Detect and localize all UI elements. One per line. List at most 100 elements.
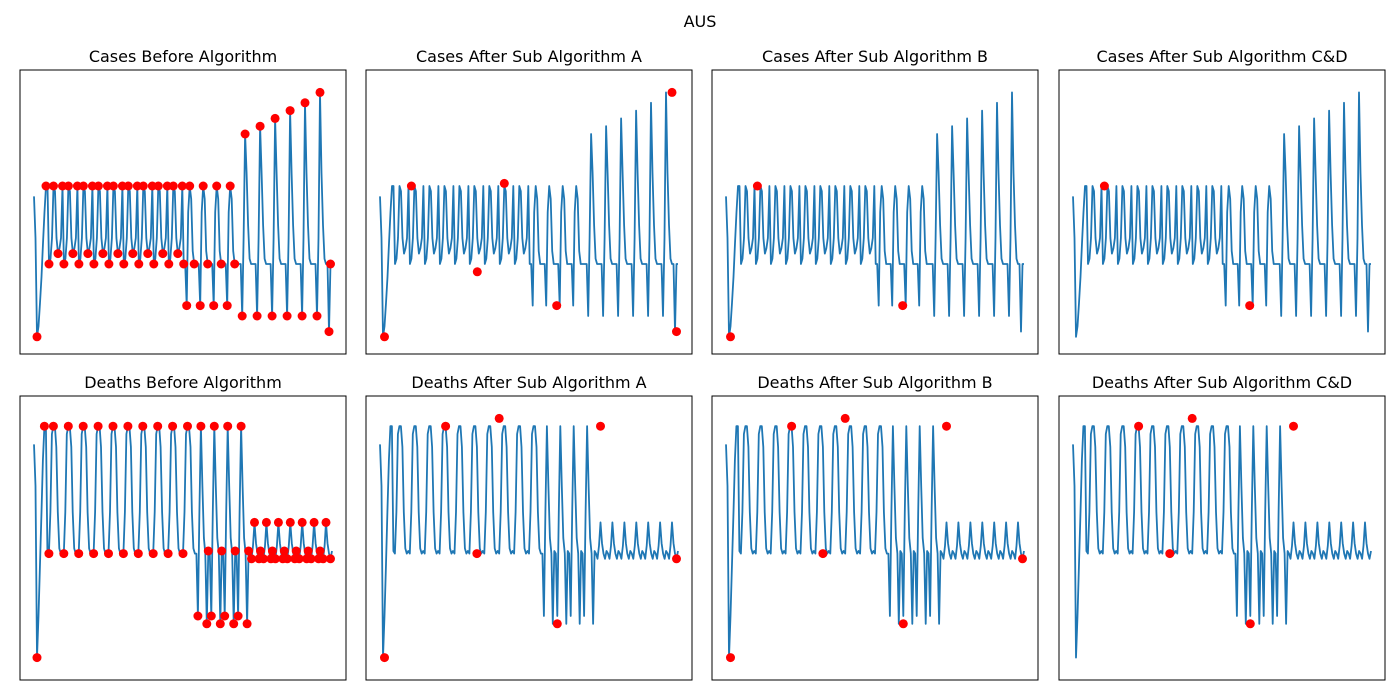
change-point-marker bbox=[230, 546, 240, 556]
change-point-marker bbox=[63, 421, 73, 431]
change-point-marker bbox=[206, 611, 216, 621]
change-point-marker bbox=[39, 421, 49, 431]
change-point-marker bbox=[32, 332, 42, 342]
change-point-marker bbox=[472, 549, 482, 559]
change-point-marker bbox=[294, 554, 304, 564]
series-line bbox=[379, 91, 678, 338]
change-point-marker bbox=[222, 301, 232, 311]
change-point-marker bbox=[59, 259, 69, 269]
subplot-title: Deaths After Sub Algorithm C&D bbox=[1092, 373, 1352, 392]
change-point-marker bbox=[148, 549, 158, 559]
change-point-marker bbox=[108, 421, 118, 431]
change-point-marker bbox=[44, 259, 54, 269]
change-point-marker bbox=[285, 517, 295, 527]
change-point-marker bbox=[441, 421, 451, 431]
change-point-marker bbox=[74, 549, 84, 559]
change-point-marker bbox=[93, 421, 103, 431]
change-point-marker bbox=[185, 181, 195, 191]
change-point-marker bbox=[309, 517, 319, 527]
change-point-marker bbox=[1289, 421, 1298, 431]
change-point-marker bbox=[259, 554, 268, 564]
change-point-marker bbox=[198, 181, 208, 191]
change-point-marker bbox=[267, 546, 277, 556]
change-point-marker bbox=[818, 549, 828, 559]
change-point-marker bbox=[74, 259, 84, 269]
change-point-marker bbox=[318, 554, 328, 564]
change-point-marker bbox=[68, 249, 78, 259]
change-point-marker bbox=[303, 546, 313, 556]
change-point-marker bbox=[108, 181, 118, 191]
change-point-marker bbox=[230, 259, 240, 269]
subplot-title: Deaths After Sub Algorithm A bbox=[411, 373, 646, 392]
change-point-marker bbox=[499, 178, 509, 188]
change-point-marker bbox=[1099, 181, 1109, 191]
change-point-marker bbox=[98, 249, 108, 259]
change-point-marker bbox=[282, 554, 292, 564]
change-point-marker bbox=[223, 421, 233, 431]
change-point-marker bbox=[326, 259, 335, 269]
change-point-marker bbox=[726, 332, 735, 342]
change-point-marker bbox=[1187, 413, 1197, 423]
subplot-deaths-before: Deaths Before Algorithm bbox=[19, 373, 347, 681]
change-point-marker bbox=[179, 259, 189, 269]
change-point-marker bbox=[297, 517, 307, 527]
change-point-marker bbox=[270, 554, 280, 564]
change-point-marker bbox=[133, 549, 143, 559]
subplot-deaths-after-cd: Deaths After Sub Algorithm C&D bbox=[1058, 373, 1386, 681]
change-point-marker bbox=[1165, 549, 1175, 559]
change-point-marker bbox=[104, 549, 113, 559]
change-point-marker bbox=[138, 421, 148, 431]
change-point-marker bbox=[270, 113, 280, 123]
change-point-marker bbox=[149, 259, 159, 269]
change-point-marker bbox=[202, 619, 212, 629]
change-point-marker bbox=[255, 121, 265, 131]
change-point-marker bbox=[380, 653, 389, 663]
change-point-marker bbox=[123, 421, 133, 431]
change-point-marker bbox=[153, 181, 163, 191]
change-point-marker bbox=[229, 619, 239, 629]
change-point-marker bbox=[225, 181, 235, 191]
change-point-marker bbox=[119, 259, 129, 269]
series-line bbox=[1072, 425, 1372, 659]
change-point-marker bbox=[216, 259, 226, 269]
change-point-marker bbox=[182, 301, 192, 311]
change-point-marker bbox=[252, 311, 262, 321]
change-point-marker bbox=[306, 554, 316, 564]
subplot-deaths-after-a: Deaths After Sub Algorithm A bbox=[365, 373, 693, 681]
change-point-marker bbox=[158, 249, 168, 259]
change-point-marker bbox=[237, 311, 247, 321]
subplot-title: Cases After Sub Algorithm C&D bbox=[1096, 47, 1347, 66]
subplot-title: Cases After Sub Algorithm A bbox=[416, 47, 642, 66]
change-point-marker bbox=[552, 619, 562, 629]
change-point-marker bbox=[1245, 301, 1255, 311]
change-point-marker bbox=[236, 421, 246, 431]
change-point-marker bbox=[380, 332, 389, 342]
change-point-marker bbox=[672, 327, 681, 337]
change-point-marker bbox=[273, 517, 283, 527]
change-point-marker bbox=[406, 181, 416, 191]
change-point-marker bbox=[118, 549, 128, 559]
change-point-marker bbox=[83, 249, 93, 259]
change-point-marker bbox=[163, 549, 173, 559]
change-point-marker bbox=[672, 554, 681, 564]
change-point-marker bbox=[324, 327, 334, 337]
change-point-marker bbox=[128, 249, 138, 259]
change-point-marker bbox=[78, 421, 88, 431]
change-point-marker bbox=[123, 181, 133, 191]
change-point-marker bbox=[840, 413, 850, 423]
change-point-marker bbox=[300, 98, 310, 108]
change-point-marker bbox=[53, 249, 63, 259]
change-point-marker bbox=[89, 549, 99, 559]
change-point-marker bbox=[203, 259, 213, 269]
change-point-marker bbox=[315, 546, 325, 556]
subplot-cases-before: Cases Before Algorithm bbox=[19, 47, 347, 355]
change-point-marker bbox=[217, 546, 227, 556]
change-point-marker bbox=[153, 421, 163, 431]
change-point-marker bbox=[596, 421, 605, 431]
change-point-marker bbox=[143, 249, 153, 259]
change-point-marker bbox=[89, 259, 99, 269]
change-point-marker bbox=[244, 546, 254, 556]
change-point-marker bbox=[48, 421, 58, 431]
change-point-marker bbox=[1018, 554, 1027, 564]
change-point-marker bbox=[752, 181, 762, 191]
